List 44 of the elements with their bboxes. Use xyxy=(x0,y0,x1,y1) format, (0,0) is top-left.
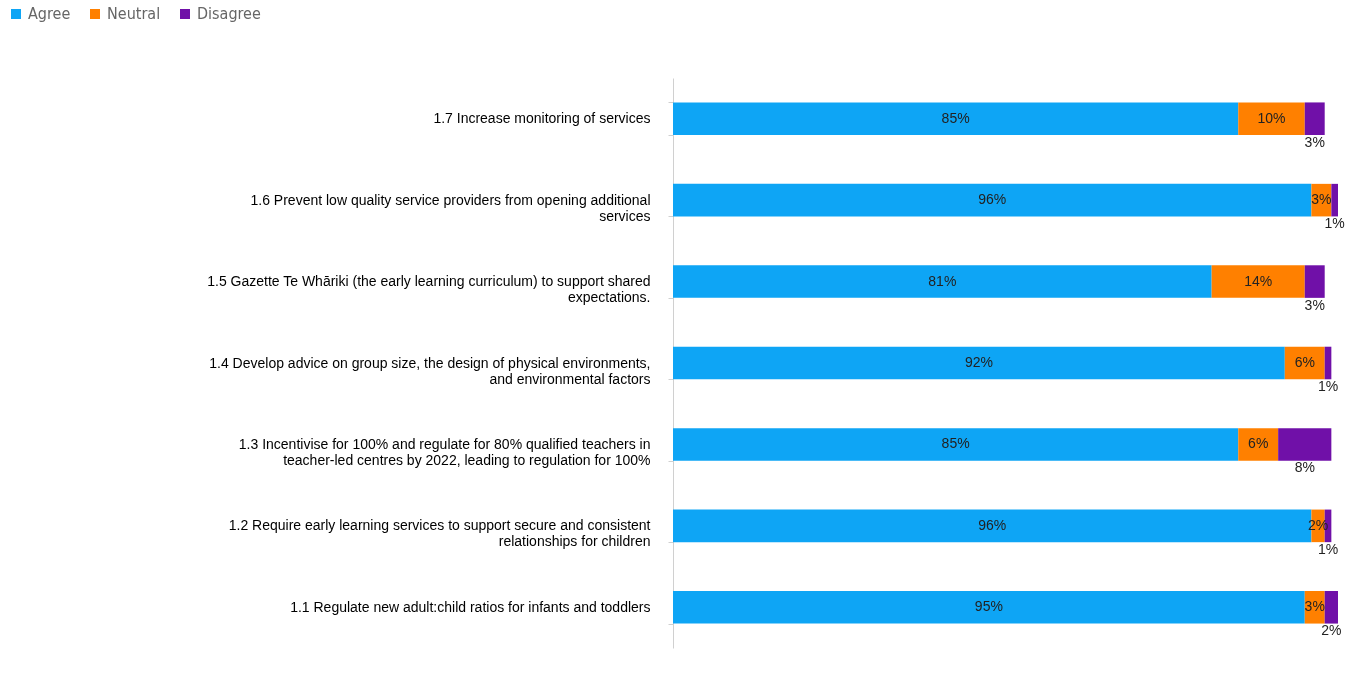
bar xyxy=(673,428,1239,461)
bar xyxy=(1304,265,1325,298)
bar xyxy=(673,265,1212,298)
y-tick-label: 1.5 Gazette Te Whāriki (the early learning curriculum) to support shared expectations. xyxy=(207,273,651,306)
bar xyxy=(1211,265,1305,298)
bar xyxy=(673,346,1285,380)
data-label: 10% xyxy=(1257,109,1286,126)
bar xyxy=(1324,591,1338,624)
data-label: 96% xyxy=(978,516,1007,533)
bar xyxy=(1278,428,1332,461)
data-label: 6% xyxy=(1294,354,1315,370)
bar xyxy=(1331,183,1338,217)
data-label: 92% xyxy=(964,354,993,370)
y-tick-label: 1.2 Require early learning services to support secure and consistent relationships for children xyxy=(228,517,651,550)
y-tick-label: 1.4 Develop advice on group size, the design of physical environments, and environmental factors xyxy=(209,354,651,387)
data-label: 3% xyxy=(1304,598,1325,615)
data-label: 1% xyxy=(1317,540,1339,557)
y-tick-label: 1.6 Prevent low quality service providers from opening additional services xyxy=(250,191,651,224)
data-label: 3% xyxy=(1304,133,1325,150)
data-label: 3% xyxy=(1311,191,1332,208)
data-label: 85% xyxy=(941,435,970,452)
bar xyxy=(1238,102,1305,135)
y-tick-label: 1.7 Increase monitoring of services xyxy=(433,110,651,127)
data-label: 6% xyxy=(1248,435,1269,452)
legend-label: Neutral xyxy=(107,4,161,23)
bar xyxy=(673,102,1239,135)
bar xyxy=(673,183,1312,217)
data-label: 3% xyxy=(1304,296,1325,313)
legend-label: Agree xyxy=(28,4,71,23)
data-label: 1% xyxy=(1317,378,1339,394)
data-label: 96% xyxy=(978,191,1007,208)
legend-label: Disagree xyxy=(197,4,261,23)
data-label: 8% xyxy=(1294,459,1315,476)
y-tick-label: 1.3 Incentivise for 100% and regulate for 80% qualified teachers in teacher-led centres by 2022, leading to regulation for 100% xyxy=(238,435,651,468)
data-label: 1% xyxy=(1324,215,1345,232)
data-label: 85% xyxy=(941,109,970,126)
bar xyxy=(673,591,1305,624)
data-label: 81% xyxy=(928,272,957,289)
data-label: 14% xyxy=(1244,272,1273,289)
bar xyxy=(1238,428,1279,461)
data-label: 95% xyxy=(974,598,1003,615)
bar xyxy=(1304,102,1325,135)
y-tick-label: 1.1 Regulate new adult:child ratios for infants and toddlers xyxy=(290,598,651,615)
data-label: 2% xyxy=(1321,622,1342,639)
